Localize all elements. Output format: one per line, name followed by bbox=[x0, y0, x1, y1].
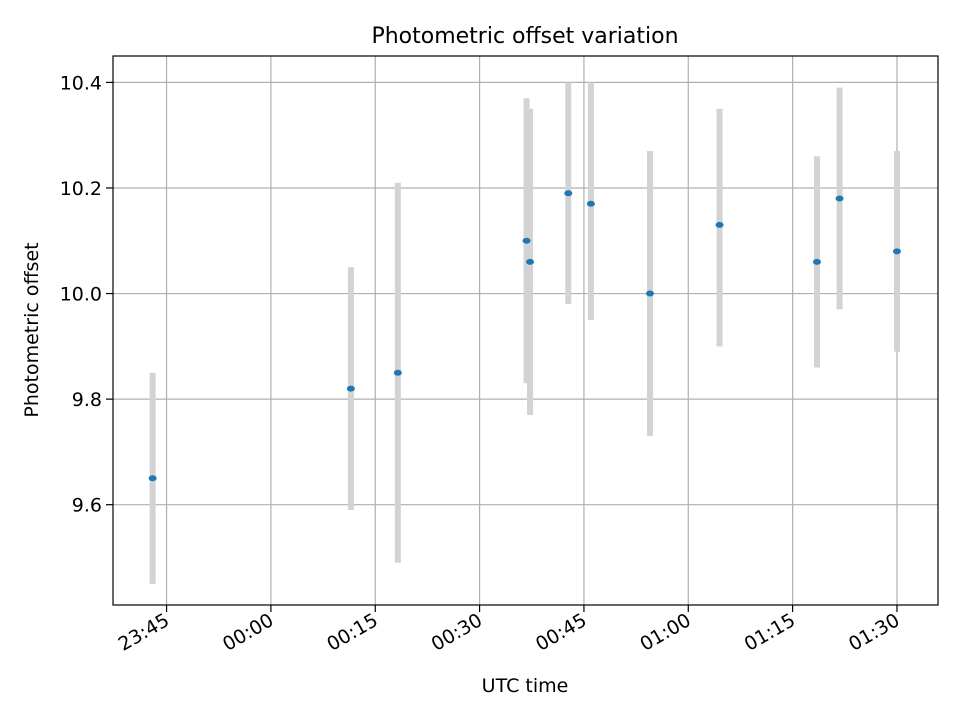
grid-layer bbox=[113, 56, 938, 605]
data-point bbox=[564, 190, 573, 197]
data-point bbox=[526, 258, 535, 265]
data-point bbox=[892, 248, 901, 255]
data-point bbox=[715, 221, 724, 228]
x-tick-label: 01:15 bbox=[741, 609, 799, 655]
x-tick-label: 00:15 bbox=[323, 609, 381, 655]
errorbar-layer bbox=[149, 82, 900, 584]
y-tick-label: 10.2 bbox=[60, 178, 102, 200]
x-tick-label: 00:45 bbox=[532, 609, 590, 655]
point-layer bbox=[148, 190, 901, 482]
data-point bbox=[812, 258, 821, 265]
data-point bbox=[522, 237, 531, 244]
data-point bbox=[586, 200, 595, 207]
y-axis-label: Photometric offset bbox=[21, 242, 43, 417]
x-tick-label: 01:00 bbox=[636, 609, 694, 655]
x-tick-label: 00:00 bbox=[219, 609, 277, 655]
x-axis-label: UTC time bbox=[482, 675, 569, 697]
data-point bbox=[393, 369, 402, 376]
y-tick-label: 9.6 bbox=[72, 495, 102, 517]
chart-title: Photometric offset variation bbox=[371, 24, 678, 49]
tick-layer bbox=[106, 81, 898, 612]
data-point bbox=[835, 195, 844, 202]
ticklabel-layer: 23:45 00:00 00:15 00:30 00:45 01:00 01:15 01:30… bbox=[60, 72, 904, 655]
data-point bbox=[148, 475, 157, 482]
x-tick-label: 00:30 bbox=[428, 609, 486, 655]
y-tick-label: 10.0 bbox=[60, 284, 102, 306]
x-tick-label: 23:45 bbox=[115, 609, 173, 655]
data-point bbox=[346, 385, 355, 392]
plot-frame bbox=[112, 55, 939, 606]
x-tick-label: 01:30 bbox=[845, 609, 903, 655]
y-tick-label: 9.8 bbox=[72, 389, 102, 411]
y-tick-label: 10.4 bbox=[60, 72, 102, 94]
data-point bbox=[646, 290, 655, 297]
